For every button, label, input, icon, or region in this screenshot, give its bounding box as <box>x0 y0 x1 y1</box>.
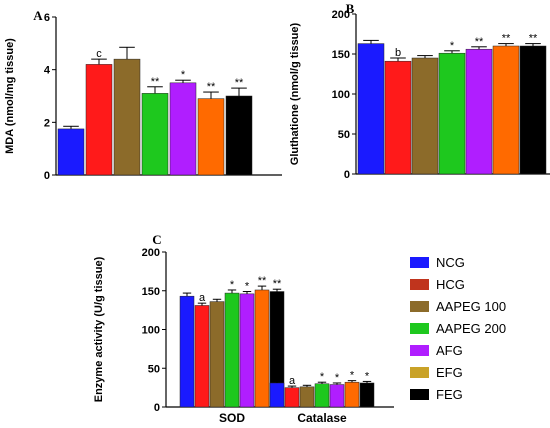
legend-swatch <box>410 345 429 356</box>
legend-swatch <box>410 301 429 312</box>
legend-label: AFG <box>436 343 463 358</box>
panel-b-y-tick-label: 0 <box>344 169 350 181</box>
panel-a-y-axis-title: MDA (nmol/mg tissue) <box>4 38 16 154</box>
panel-a-significance-label: c <box>96 48 102 60</box>
panel-a-y-tick-label: 6 <box>44 12 50 24</box>
legend-swatch <box>410 257 429 268</box>
panel-c-y-tick-label: 50 <box>148 363 160 375</box>
panel-c-bar <box>329 384 345 408</box>
legend-label: EFG <box>436 365 463 380</box>
panel-a-bar <box>225 95 253 176</box>
panel-c-bar <box>269 382 285 408</box>
legend-label: AAPEG 200 <box>436 321 506 336</box>
panel-a-significance-label: ** <box>235 77 244 89</box>
panel-b-significance-label: ** <box>529 33 538 45</box>
panel-a-y-tick-label: 4 <box>44 65 51 77</box>
panel-b-y-tick-label: 150 <box>332 49 350 61</box>
legend-label: AAPEG 100 <box>436 299 506 314</box>
panel-a-y-tick-label: 0 <box>44 170 50 182</box>
panel-b-bar <box>519 45 547 175</box>
panel-b-y-tick-label: 200 <box>332 9 350 21</box>
panel-c-bar <box>299 386 315 408</box>
panel-b-bar <box>465 48 493 175</box>
panel-a-bar <box>113 58 141 176</box>
panel-c-y-tick-label: 200 <box>142 247 160 259</box>
panel-b-significance-label: * <box>450 40 455 52</box>
panel-c-bar <box>209 301 225 408</box>
panel-c-bar <box>254 289 270 408</box>
panel-a-bar <box>85 64 113 176</box>
panel-c-bar <box>314 383 330 408</box>
legend-swatch <box>410 279 429 290</box>
panel-c-y-tick-label: 100 <box>142 325 160 337</box>
panel-b-bar <box>492 45 520 175</box>
panel-b-significance-label: b <box>395 47 401 59</box>
panel-a-bar <box>197 98 225 176</box>
panel-c-significance-label: a <box>289 375 296 387</box>
panel-a-panel-letter: A <box>33 8 43 23</box>
panel-a-bar <box>141 93 169 176</box>
panel-c-significance-label: * <box>230 279 235 291</box>
panel-c-y-axis-title: Enzyme activity (U/g tissue) <box>93 256 105 402</box>
panel-c-significance-label: * <box>320 371 325 383</box>
panel-a-significance-label: ** <box>151 76 160 88</box>
panel-a-significance-label: ** <box>207 81 216 93</box>
legend-swatch <box>410 389 429 400</box>
panel-b-bar <box>357 43 385 175</box>
panel-a-significance-label: * <box>181 69 186 81</box>
panel-c-y-tick-label: 150 <box>142 286 160 298</box>
panel-c-significance-label: ** <box>273 278 282 290</box>
panel-b-y-tick-label: 50 <box>338 129 350 141</box>
panel-b-bar <box>411 57 439 175</box>
panel-b-bar <box>384 60 412 175</box>
panel-c-bar <box>284 387 300 408</box>
panel-b-bar <box>438 52 466 175</box>
panel-b-significance-label: ** <box>502 33 511 45</box>
panel-c-bar <box>194 305 210 408</box>
panel-c-bar <box>239 293 255 408</box>
legend-label: FEG <box>436 387 463 402</box>
panel-c-significance-label: * <box>365 370 370 382</box>
panel-c-bar <box>359 382 375 408</box>
panel-b-y-tick-label: 100 <box>332 89 350 101</box>
panel-c-category-label: SOD <box>219 411 245 425</box>
panel-b-panel-letter: B <box>346 1 355 16</box>
legend-swatch <box>410 367 429 378</box>
legend-label: HCG <box>436 277 465 292</box>
panel-c-y-tick-label: 0 <box>154 402 160 414</box>
panel-c-panel-letter: C <box>152 232 161 247</box>
panel-c-significance-label: a <box>199 292 206 304</box>
panel-c-significance-label: * <box>245 281 250 293</box>
panel-c-bar <box>224 292 240 408</box>
panel-c-bar <box>179 295 195 408</box>
panel-c-category-label: Catalase <box>297 411 347 425</box>
panel-c-significance-label: * <box>350 370 355 382</box>
panel-a-y-tick-label: 2 <box>44 117 50 129</box>
panel-a-bar <box>169 82 197 176</box>
legend-swatch <box>410 323 429 334</box>
panel-c-significance-label: ** <box>258 275 267 287</box>
panel-b-significance-label: ** <box>475 36 484 48</box>
legend-label: NCG <box>436 255 465 270</box>
panel-b-y-axis-title: Gluthatione (nmol/g tissue) <box>289 22 301 165</box>
panel-a-bar <box>57 128 85 176</box>
panel-c-significance-label: * <box>335 372 340 384</box>
panel-c-bar <box>344 381 360 408</box>
